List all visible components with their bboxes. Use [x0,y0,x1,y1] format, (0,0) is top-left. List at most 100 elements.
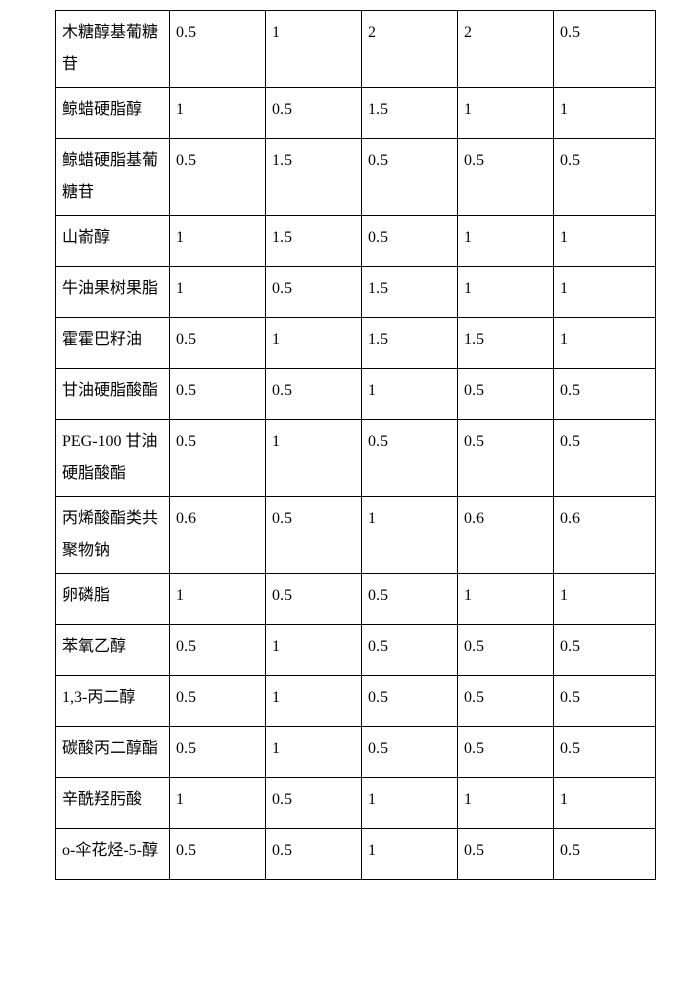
ingredient-name-cell: PEG-100 甘油硬脂酸酯 [56,420,170,497]
value-cell: 0.5 [458,625,554,676]
ingredient-name-cell: 丙烯酸酯类共聚物钠 [56,497,170,574]
table-row: 牛油果树果脂10.51.511 [56,267,656,318]
value-cell: 0.5 [170,139,266,216]
value-cell: 1 [362,369,458,420]
value-cell: 0.5 [170,420,266,497]
value-cell: 1 [266,420,362,497]
value-cell: 0.5 [362,625,458,676]
value-cell: 1.5 [458,318,554,369]
ingredients-table: 木糖醇基葡糖苷0.51220.5鲸蜡硬脂醇10.51.511鲸蜡硬脂基葡糖苷0.… [55,10,656,880]
value-cell: 0.5 [266,267,362,318]
value-cell: 1 [170,267,266,318]
ingredient-name-cell: 牛油果树果脂 [56,267,170,318]
value-cell: 1 [554,216,656,267]
ingredient-name-cell: 碳酸丙二醇酯 [56,727,170,778]
value-cell: 0.5 [554,727,656,778]
value-cell: 0.5 [362,420,458,497]
page-container: 木糖醇基葡糖苷0.51220.5鲸蜡硬脂醇10.51.511鲸蜡硬脂基葡糖苷0.… [0,0,681,900]
value-cell: 1 [170,88,266,139]
value-cell: 1 [266,11,362,88]
table-row: 1,3-丙二醇0.510.50.50.5 [56,676,656,727]
ingredient-name-cell: 山嵛醇 [56,216,170,267]
value-cell: 0.5 [266,497,362,574]
value-cell: 1 [170,574,266,625]
value-cell: 1 [554,88,656,139]
value-cell: 2 [362,11,458,88]
value-cell: 2 [458,11,554,88]
value-cell: 1 [362,778,458,829]
table-row: 甘油硬脂酸酯0.50.510.50.5 [56,369,656,420]
value-cell: 0.5 [362,139,458,216]
value-cell: 0.5 [458,676,554,727]
value-cell: 1 [266,727,362,778]
value-cell: 0.6 [458,497,554,574]
value-cell: 0.5 [170,318,266,369]
value-cell: 0.5 [362,216,458,267]
value-cell: 1.5 [362,318,458,369]
ingredient-name-cell: 鲸蜡硬脂醇 [56,88,170,139]
table-row: o-伞花烃-5-醇0.50.510.50.5 [56,829,656,880]
value-cell: 0.5 [458,369,554,420]
value-cell: 0.5 [362,676,458,727]
value-cell: 0.5 [554,420,656,497]
value-cell: 0.5 [170,11,266,88]
value-cell: 0.5 [554,369,656,420]
ingredient-name-cell: 木糖醇基葡糖苷 [56,11,170,88]
value-cell: 1 [458,574,554,625]
value-cell: 0.5 [266,829,362,880]
ingredient-name-cell: 卵磷脂 [56,574,170,625]
value-cell: 1 [554,318,656,369]
value-cell: 0.5 [266,574,362,625]
ingredient-name-cell: 甘油硬脂酸酯 [56,369,170,420]
value-cell: 1 [554,267,656,318]
table-row: 苯氧乙醇0.510.50.50.5 [56,625,656,676]
table-row: 丙烯酸酯类共聚物钠0.60.510.60.6 [56,497,656,574]
ingredient-name-cell: 鲸蜡硬脂基葡糖苷 [56,139,170,216]
value-cell: 1 [362,497,458,574]
table-row: 鲸蜡硬脂基葡糖苷0.51.50.50.50.5 [56,139,656,216]
value-cell: 0.5 [266,88,362,139]
value-cell: 1 [266,625,362,676]
value-cell: 1 [554,778,656,829]
value-cell: 0.5 [170,369,266,420]
value-cell: 1.5 [362,88,458,139]
table-row: 碳酸丙二醇酯0.510.50.50.5 [56,727,656,778]
table-row: PEG-100 甘油硬脂酸酯0.510.50.50.5 [56,420,656,497]
value-cell: 0.5 [362,727,458,778]
table-row: 木糖醇基葡糖苷0.51220.5 [56,11,656,88]
value-cell: 0.5 [266,369,362,420]
ingredient-name-cell: 霍霍巴籽油 [56,318,170,369]
ingredient-name-cell: 苯氧乙醇 [56,625,170,676]
value-cell: 1 [170,216,266,267]
table-row: 霍霍巴籽油0.511.51.51 [56,318,656,369]
value-cell: 1 [362,829,458,880]
value-cell: 0.5 [554,11,656,88]
value-cell: 1 [458,88,554,139]
value-cell: 1 [170,778,266,829]
value-cell: 0.5 [554,676,656,727]
value-cell: 0.5 [170,676,266,727]
value-cell: 1.5 [266,216,362,267]
value-cell: 1 [458,267,554,318]
ingredient-name-cell: o-伞花烃-5-醇 [56,829,170,880]
value-cell: 0.5 [362,574,458,625]
value-cell: 0.5 [458,420,554,497]
value-cell: 0.5 [170,727,266,778]
value-cell: 1.5 [266,139,362,216]
value-cell: 1.5 [362,267,458,318]
table-row: 卵磷脂10.50.511 [56,574,656,625]
value-cell: 1 [458,216,554,267]
value-cell: 0.5 [458,139,554,216]
value-cell: 0.5 [458,727,554,778]
value-cell: 0.5 [554,139,656,216]
value-cell: 0.6 [170,497,266,574]
value-cell: 1 [266,318,362,369]
table-row: 鲸蜡硬脂醇10.51.511 [56,88,656,139]
value-cell: 1 [266,676,362,727]
value-cell: 0.6 [554,497,656,574]
table-row: 山嵛醇11.50.511 [56,216,656,267]
value-cell: 0.5 [458,829,554,880]
value-cell: 0.5 [170,625,266,676]
value-cell: 0.5 [266,778,362,829]
value-cell: 0.5 [170,829,266,880]
